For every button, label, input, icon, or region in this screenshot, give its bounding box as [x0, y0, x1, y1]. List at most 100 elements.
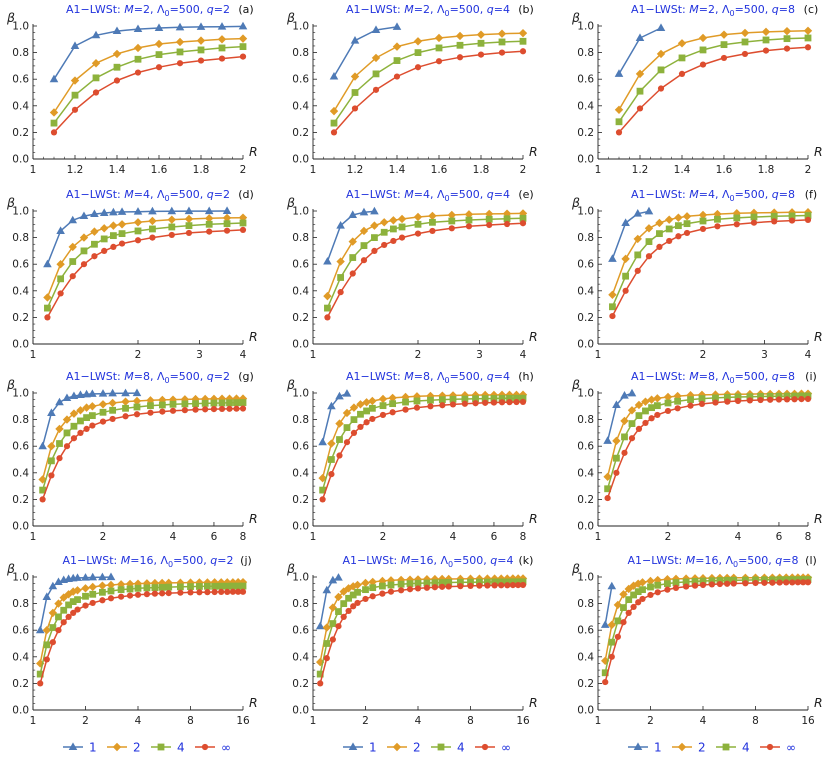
data-point [330, 129, 338, 136]
data-point [336, 257, 345, 266]
data-point [655, 218, 664, 228]
legend-label: 4 [457, 741, 465, 755]
x-tick-label: 16 [801, 715, 815, 727]
data-point [789, 579, 796, 586]
title-part: =8, [699, 370, 722, 383]
data-point [447, 210, 457, 220]
data-point [628, 420, 636, 427]
data-point [134, 55, 142, 63]
data-point [791, 396, 798, 403]
data-point [476, 578, 483, 586]
data-point [77, 417, 84, 425]
data-point [184, 206, 194, 215]
title-part: q [210, 554, 217, 567]
title-part: =500, [173, 554, 210, 567]
data-point [634, 588, 642, 596]
data-point [427, 396, 434, 404]
data-point [491, 582, 498, 589]
data-point [121, 397, 130, 406]
title-part: =500, [738, 554, 775, 567]
data-point [134, 69, 142, 76]
title-part: q [772, 370, 779, 383]
data-point [664, 407, 672, 415]
data-point [324, 314, 331, 321]
title-part: =500, [735, 188, 772, 201]
data-point [656, 230, 663, 238]
data-point [414, 579, 422, 587]
data-point [349, 254, 357, 261]
data-point [742, 580, 749, 587]
data-point [750, 213, 758, 221]
data-point [108, 398, 117, 408]
title-part: =4 [494, 370, 510, 383]
data-point [414, 64, 422, 71]
panel-title: A1−LWSt: M=2, Λ0=500, q=4 [346, 3, 510, 18]
data-point [397, 214, 407, 224]
data-point [210, 399, 218, 407]
data-point [63, 429, 71, 437]
title-part: A1−LWSt: [346, 3, 404, 16]
data-point [196, 589, 203, 596]
data-point [448, 217, 456, 225]
data-point [635, 69, 645, 79]
data-point [348, 237, 357, 246]
y-tick-label: 0.8 [292, 598, 309, 610]
data-point [154, 39, 164, 49]
data-point [490, 395, 498, 402]
legend-label: ∞ [501, 741, 511, 755]
data-point [117, 586, 125, 594]
data-point [619, 590, 628, 599]
data-point [42, 626, 52, 635]
x-tick-label: 2 [240, 164, 247, 176]
data-point [218, 405, 226, 413]
data-point [644, 206, 654, 215]
chart-panel-f: 0.0 0.2 0.4 0.6 0.8 1.0 1 2 3 4 β R A1−LWSt: M=4, Λ0… [571, 188, 823, 361]
chart-panel-b: 0.0 0.2 0.4 0.6 0.8 1.0 1 1.2 1.4 1.6 1.8 2 β R A1−LWS… [286, 3, 538, 176]
legend-marker [68, 742, 78, 750]
data-point [477, 51, 485, 58]
y-tick-label: 0.0 [292, 339, 309, 351]
data-point [176, 60, 184, 67]
title-part: =500, [735, 370, 772, 383]
y-axis-title: β [286, 561, 295, 576]
data-point [74, 596, 81, 604]
y-tick-label: 0.4 [577, 100, 594, 112]
panel-title: A1−LWSt: M=16, Λ0=500, q=8 [628, 554, 799, 569]
data-point [112, 26, 122, 35]
y-tick-label: 0.0 [12, 154, 29, 166]
data-point [614, 69, 624, 77]
data-point [782, 26, 792, 36]
data-point [642, 407, 649, 415]
data-point [99, 408, 107, 416]
y-tick-label: 0.8 [292, 232, 309, 244]
data-point [323, 640, 331, 647]
y-tick-label: 0.6 [12, 74, 29, 86]
data-point [379, 582, 386, 590]
data-point [218, 55, 226, 62]
x-tick-label: 2 [380, 531, 387, 543]
legend-label: 2 [133, 741, 141, 755]
data-point [741, 38, 749, 46]
data-point [664, 399, 672, 407]
data-point [627, 388, 637, 397]
data-point [602, 678, 609, 686]
panel-title: A1−LWSt: M=2, Λ0=500, q=8 [631, 3, 795, 18]
series-line-1 [319, 577, 523, 663]
data-point [698, 33, 708, 43]
data-point [36, 670, 44, 678]
x-tick-label: 4 [450, 531, 457, 543]
data-point [181, 400, 189, 408]
data-point [335, 391, 344, 400]
data-point [204, 582, 211, 590]
x-tick-label: 4 [415, 715, 422, 727]
series-line-0 [611, 210, 650, 260]
data-point [349, 403, 359, 412]
title-part: Λ [160, 554, 168, 567]
data-point [699, 217, 707, 225]
data-point [39, 496, 46, 503]
data-point [699, 577, 707, 585]
x-tick-label: 2 [82, 715, 89, 727]
data-point [57, 275, 65, 283]
data-point [600, 620, 610, 628]
